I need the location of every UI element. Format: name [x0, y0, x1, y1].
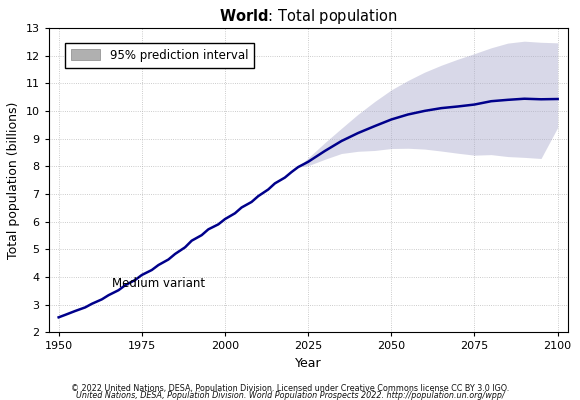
Y-axis label: Total population (billions): Total population (billions)	[7, 101, 20, 259]
X-axis label: Year: Year	[295, 357, 321, 370]
Text: United Nations, DESA, Population Division. World Population Prospects 2022. http: United Nations, DESA, Population Divisio…	[75, 391, 505, 400]
Title: $\bf{World}$: Total population: $\bf{World}$: Total population	[219, 7, 397, 26]
Text: Medium variant: Medium variant	[112, 277, 205, 290]
Legend: 95% prediction interval: 95% prediction interval	[65, 43, 254, 68]
Text: © 2022 United Nations, DESA, Population Division. Licensed under Creative Common: © 2022 United Nations, DESA, Population …	[71, 384, 509, 393]
